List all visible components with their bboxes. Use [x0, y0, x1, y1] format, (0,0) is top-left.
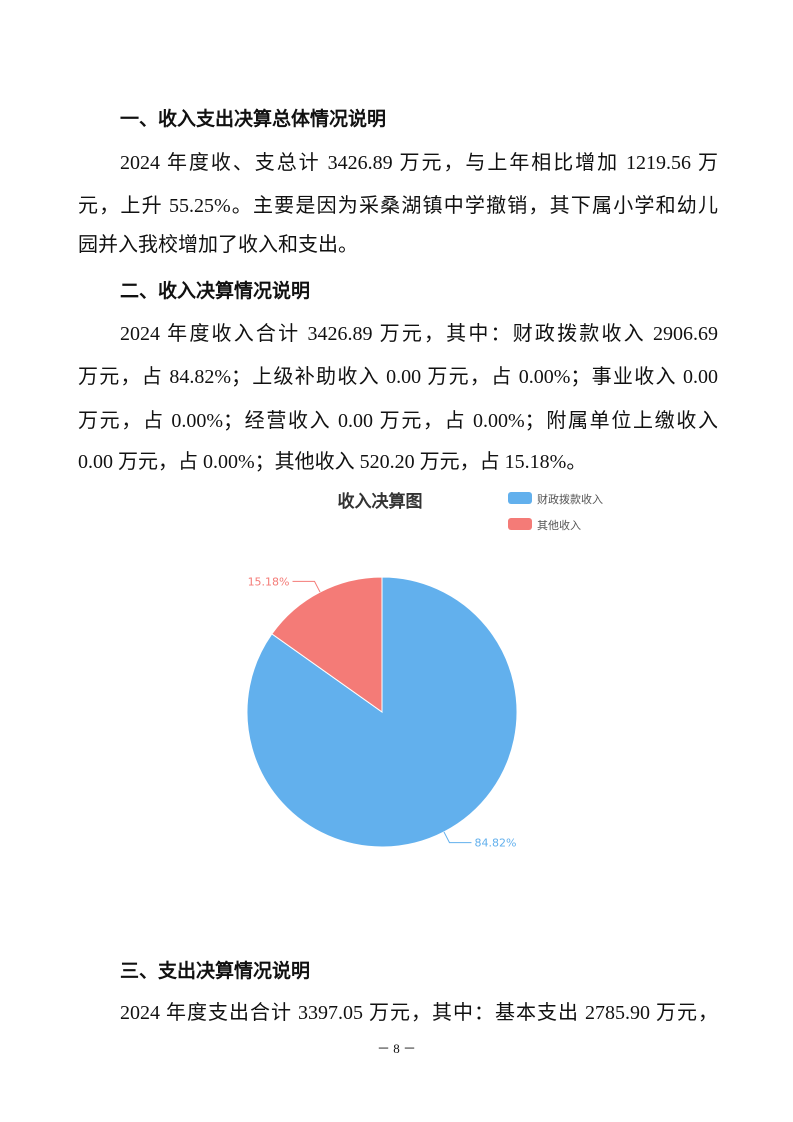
paragraph-line: 2024 年度收入合计 3426.89 万元，其中：财政拨款收入 2906.69	[120, 323, 718, 345]
page-number: － 8 －	[376, 1041, 416, 1056]
paragraph-line: 万元，占 84.82%；上级补助收入 0.00 万元，占 0.00%；事业收入 …	[78, 366, 718, 388]
slice-data-label: 84.82%	[474, 837, 516, 850]
legend-label: 财政拨款收入	[537, 492, 603, 506]
section3-heading: 三、支出决算情况说明	[120, 960, 311, 982]
label-leader-line	[292, 580, 321, 593]
paragraph-line: 元，上升 55.25%。主要是因为采桑湖镇中学撤销，其下属小学和幼儿	[78, 195, 718, 217]
paragraph-line: 0.00 万元，占 0.00%；其他收入 520.20 万元，占 15.18%。	[78, 451, 587, 473]
section2-heading: 二、收入决算情况说明	[120, 280, 311, 302]
paragraph-line: 2024 年度支出合计 3397.05 万元，其中：基本支出 2785.90 万…	[120, 1002, 718, 1024]
legend-swatch	[508, 518, 532, 530]
paragraph-line: 万元，占 0.00%；经营收入 0.00 万元，占 0.00%；附属单位上缴收入	[78, 410, 718, 432]
legend-label: 其他收入	[537, 518, 581, 532]
chart-title: 收入决算图	[338, 491, 423, 512]
paragraph-line: 2024 年度收、支总计 3426.89 万元，与上年相比增加 1219.56 …	[120, 152, 718, 174]
legend-swatch	[508, 492, 532, 504]
paragraph-line: 园并入我校增加了收入和支出。	[78, 234, 358, 256]
slice-data-label: 15.18%	[248, 575, 290, 588]
label-leader-line	[443, 831, 472, 844]
section1-heading: 一、收入支出决算总体情况说明	[120, 108, 387, 130]
